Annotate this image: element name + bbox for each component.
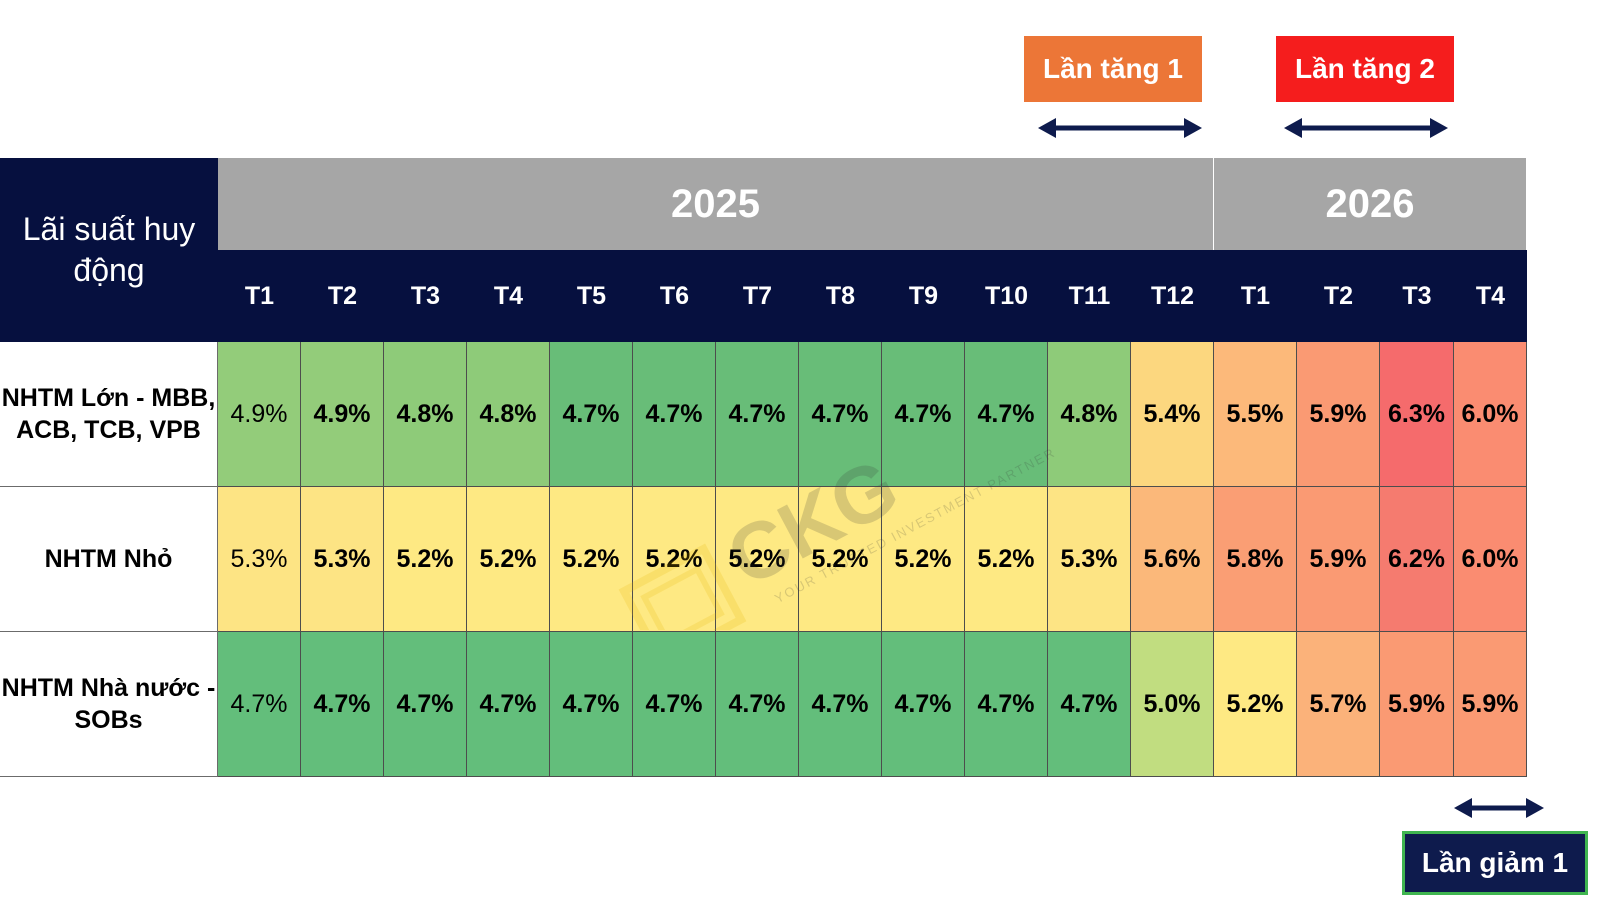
rate-cell: 4.7% xyxy=(384,632,467,777)
year-header: 2025 xyxy=(218,158,1214,250)
row-label: NHTM Nhỏ xyxy=(0,487,218,632)
month-header: T2 xyxy=(301,250,384,342)
rate-cell: 5.2% xyxy=(799,487,882,632)
month-header: T3 xyxy=(1380,250,1454,342)
row-label: NHTM Lớn - MBB, ACB, TCB, VPB xyxy=(0,342,218,487)
rate-cell: 4.9% xyxy=(301,342,384,487)
rate-cell: 5.9% xyxy=(1380,632,1454,777)
increase-1-label: Lần tăng 1 xyxy=(1024,36,1202,102)
rate-cell: 5.2% xyxy=(550,487,633,632)
rate-cell: 4.8% xyxy=(467,342,550,487)
month-header: T1 xyxy=(1214,250,1297,342)
rate-cell: 5.2% xyxy=(467,487,550,632)
rate-cell: 5.9% xyxy=(1297,342,1380,487)
rate-cell: 4.7% xyxy=(965,632,1048,777)
rate-cell: 5.3% xyxy=(218,487,301,632)
rate-cell: 4.7% xyxy=(550,632,633,777)
month-header: T2 xyxy=(1297,250,1380,342)
rate-cell: 4.8% xyxy=(384,342,467,487)
rate-cell: 5.9% xyxy=(1297,487,1380,632)
rate-cell: 5.2% xyxy=(633,487,716,632)
rate-cell: 4.7% xyxy=(218,632,301,777)
month-header: T4 xyxy=(467,250,550,342)
rate-cell: 5.4% xyxy=(1131,342,1214,487)
month-header: T11 xyxy=(1048,250,1131,342)
rate-cell: 4.7% xyxy=(550,342,633,487)
rate-cell: 5.0% xyxy=(1131,632,1214,777)
rate-cell: 5.2% xyxy=(1214,632,1297,777)
month-header: T1 xyxy=(218,250,301,342)
rate-cell: 6.2% xyxy=(1380,487,1454,632)
rate-cell: 6.3% xyxy=(1380,342,1454,487)
rate-cell: 4.7% xyxy=(467,632,550,777)
rate-cell: 4.7% xyxy=(799,632,882,777)
decrease-1-range-arrow-icon xyxy=(1454,798,1544,818)
rate-cell: 5.6% xyxy=(1131,487,1214,632)
rate-cell: 5.5% xyxy=(1214,342,1297,487)
month-header: T12 xyxy=(1131,250,1214,342)
row-label: NHTM Nhà nước - SOBs xyxy=(0,632,218,777)
rate-cell: 4.7% xyxy=(633,342,716,487)
rate-cell: 4.7% xyxy=(799,342,882,487)
rate-cell: 4.7% xyxy=(965,342,1048,487)
rate-cell: 5.2% xyxy=(716,487,799,632)
month-header: T6 xyxy=(633,250,716,342)
rate-cell: 5.3% xyxy=(301,487,384,632)
month-header: T3 xyxy=(384,250,467,342)
rate-cell: 4.7% xyxy=(633,632,716,777)
table-corner-label: Lãi suất huy động xyxy=(0,158,218,342)
rate-cell: 4.7% xyxy=(716,342,799,487)
month-header: T7 xyxy=(716,250,799,342)
rate-cell: 4.8% xyxy=(1048,342,1131,487)
decrease-1-label: Lần giảm 1 xyxy=(1402,831,1588,895)
month-header: T8 xyxy=(799,250,882,342)
rate-cell: 5.2% xyxy=(965,487,1048,632)
month-header: T4 xyxy=(1454,250,1527,342)
rate-cell: 4.7% xyxy=(1048,632,1131,777)
month-header: T10 xyxy=(965,250,1048,342)
rate-cell: 4.7% xyxy=(301,632,384,777)
rate-cell: 4.7% xyxy=(882,632,965,777)
rate-cell: 5.9% xyxy=(1454,632,1527,777)
increase-1-range-arrow-icon xyxy=(1038,118,1202,138)
year-header: 2026 xyxy=(1214,158,1527,250)
rate-cell: 6.0% xyxy=(1454,342,1527,487)
rate-cell: 5.8% xyxy=(1214,487,1297,632)
month-header: T9 xyxy=(882,250,965,342)
rate-cell: 5.7% xyxy=(1297,632,1380,777)
rate-cell: 5.3% xyxy=(1048,487,1131,632)
rate-cell: 5.2% xyxy=(384,487,467,632)
increase-2-range-arrow-icon xyxy=(1284,118,1448,138)
rate-cell: 5.2% xyxy=(882,487,965,632)
rate-cell: 6.0% xyxy=(1454,487,1527,632)
rate-cell: 4.9% xyxy=(218,342,301,487)
increase-2-label: Lần tăng 2 xyxy=(1276,36,1454,102)
rate-cell: 4.7% xyxy=(882,342,965,487)
rate-cell: 4.7% xyxy=(716,632,799,777)
month-header: T5 xyxy=(550,250,633,342)
